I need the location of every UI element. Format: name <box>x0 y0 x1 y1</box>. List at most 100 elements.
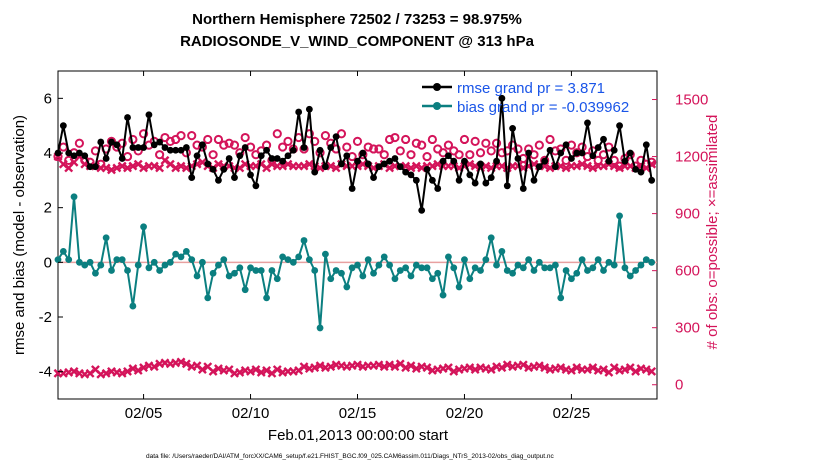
obs-assimilated-marker <box>609 363 619 373</box>
marker-stroke <box>609 363 619 373</box>
obs-possible-marker <box>422 151 432 162</box>
marker-stroke <box>449 161 459 171</box>
bias-point <box>102 234 110 242</box>
bias-point <box>241 286 249 294</box>
obs-possible-marker <box>374 144 384 154</box>
obs-possible-marker <box>240 132 250 143</box>
bias-point <box>359 272 367 280</box>
bias-point <box>140 223 147 231</box>
rmse-point <box>396 163 404 171</box>
obs-assimilated-marker <box>406 361 416 371</box>
rmse-point <box>129 144 137 151</box>
rmse-point <box>279 157 287 165</box>
obs-assimilated-marker <box>112 163 122 173</box>
bias-point <box>375 261 383 269</box>
obs-assimilated-marker <box>599 161 608 171</box>
obs-possible-marker <box>417 140 427 150</box>
marker-stroke <box>246 366 255 376</box>
rmse-point <box>204 160 212 168</box>
y-ticks-group: -4 -2 0 2 4 6 <box>39 90 63 381</box>
obs-assimilated-marker <box>128 161 138 171</box>
obs-assimilated-marker <box>620 365 630 374</box>
obs-possible-marker <box>278 142 288 152</box>
y2-tick-label: 900 <box>675 206 700 223</box>
rmse-point <box>412 176 420 184</box>
obs-possible-marker <box>465 150 475 160</box>
rmse-point <box>562 141 570 149</box>
obs-assimilated-marker <box>588 163 598 173</box>
bias-point <box>81 261 89 269</box>
obs-possible-marker <box>475 148 486 158</box>
obs-possible-marker <box>187 131 197 141</box>
obs-assimilated-marker <box>251 365 261 374</box>
obs-assimilated-marker <box>139 363 149 373</box>
obs-assimilated-marker <box>101 368 111 378</box>
bias-point <box>439 291 447 299</box>
marker-stroke <box>572 363 582 373</box>
bias-point <box>471 264 479 272</box>
marker-stroke <box>123 163 132 173</box>
obs-possible-marker <box>379 150 389 160</box>
bias-point <box>616 212 623 220</box>
obs-assimilated-marker <box>449 366 459 376</box>
y-tick-label: 6 <box>44 90 52 107</box>
bias-point <box>354 261 361 269</box>
bias-point <box>70 193 78 201</box>
marker-stroke <box>422 363 432 373</box>
marker-stroke <box>101 163 111 173</box>
rmse-point <box>557 149 565 157</box>
bias-point <box>551 261 559 269</box>
marker-stroke <box>133 159 143 169</box>
bias-point <box>86 258 94 266</box>
marker-stroke <box>176 357 186 367</box>
marker-stroke <box>465 363 475 373</box>
bias-point <box>193 272 201 280</box>
obs-possible-marker <box>155 150 165 160</box>
rmse-point <box>466 171 474 179</box>
marker-stroke <box>256 367 266 377</box>
bias-point <box>632 267 640 274</box>
obs-possible-marker <box>165 136 175 146</box>
rmse-point <box>503 182 511 190</box>
rmse-point <box>65 149 73 157</box>
obs-assimilated-marker <box>647 366 657 376</box>
marker-stroke <box>251 365 261 374</box>
bias-point <box>75 258 83 266</box>
bias-point <box>610 261 618 269</box>
obs-assimilated-marker <box>213 364 223 374</box>
obs-assimilated-marker <box>213 159 223 169</box>
rmse-point <box>632 166 640 173</box>
rmse-point <box>364 160 372 168</box>
rmse-point <box>594 144 602 151</box>
obs-assimilated-marker <box>139 163 149 173</box>
bias-point <box>455 283 463 291</box>
bias-point <box>129 302 137 310</box>
bias-point <box>535 258 543 266</box>
obs-possible-marker <box>438 148 448 158</box>
marker-stroke <box>583 161 592 171</box>
rmse-point <box>81 152 89 160</box>
bias-point <box>322 250 329 258</box>
obs-assimilated-marker <box>556 161 566 171</box>
rmse-point <box>348 185 356 192</box>
marker-stroke <box>486 365 496 374</box>
x-tick-label: 02/05 <box>125 405 163 422</box>
bias-point <box>562 267 570 274</box>
obs-assimilated-marker <box>401 363 411 373</box>
marker-stroke <box>197 157 207 167</box>
bias-point <box>541 264 549 272</box>
bias-point <box>407 272 415 280</box>
marker-stroke <box>133 366 143 375</box>
obs-assimilated-marker <box>326 362 336 372</box>
rmse-point <box>295 108 303 116</box>
rmse-point <box>156 138 164 146</box>
y2-tick-label: 300 <box>675 320 700 337</box>
rmse-point <box>193 152 201 160</box>
rmse-point <box>428 176 436 184</box>
bias-point <box>466 275 474 283</box>
marker-stroke <box>272 365 282 374</box>
bias-point <box>530 267 538 274</box>
marker-stroke <box>326 161 336 171</box>
bias-point <box>236 264 244 272</box>
bias-point <box>284 256 292 263</box>
